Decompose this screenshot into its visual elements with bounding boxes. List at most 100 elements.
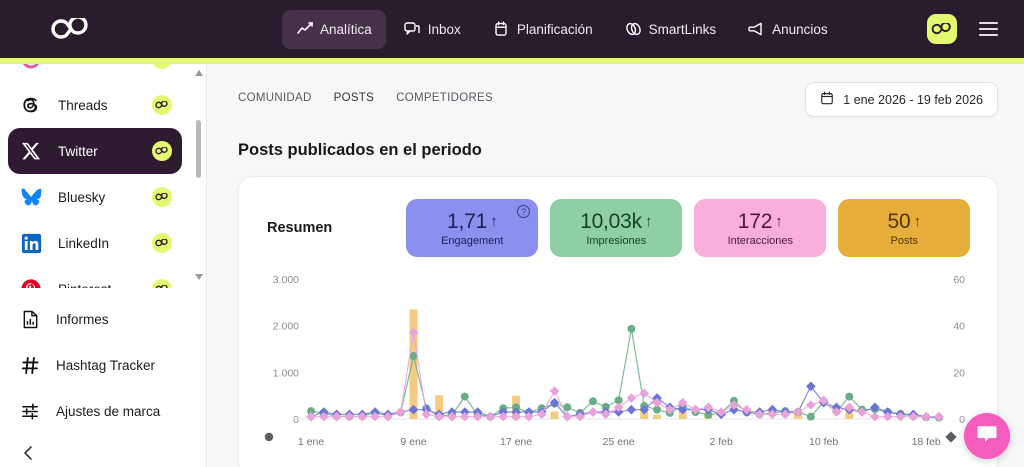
sidebar-item-twitter[interactable]: Twitter (8, 128, 182, 174)
chat-support-button[interactable] (964, 413, 1010, 459)
data-point (613, 402, 624, 413)
sidebar-item-linkedin[interactable]: LinkedIn (8, 220, 182, 266)
sidebar-item-label: Ajustes de marca (56, 403, 161, 419)
kpi-label: Impresiones (586, 234, 647, 247)
data-point (806, 412, 815, 421)
data-point (626, 404, 637, 415)
link-rings-icon (625, 21, 642, 38)
nav-label: Anuncios (772, 21, 828, 37)
sidebar-collapse-button[interactable] (0, 440, 206, 467)
sidebar-item-threads[interactable]: Threads (8, 82, 182, 128)
trend-up-icon: ↑ (775, 213, 783, 230)
chat-bubble-icon (976, 424, 998, 449)
chart-bar (409, 309, 418, 419)
help-icon[interactable]: ? (517, 205, 531, 218)
account-badge-dot (152, 279, 172, 288)
sidebar-item-informes[interactable]: Informes (0, 296, 206, 342)
main-content: COMUNIDAD POSTS COMPETIDORES 1 ene 2026 … (207, 64, 1024, 467)
nav-item-anuncios[interactable]: Anuncios (734, 10, 842, 49)
y-axis-left-tick: 1.000 (273, 367, 299, 379)
account-badge-dot (152, 141, 172, 161)
sliders-icon (18, 402, 42, 421)
clipped-top-icon (18, 64, 44, 72)
sidebar-item-clipped-top[interactable] (8, 64, 182, 82)
y-axis-right-tick: 60 (953, 274, 965, 286)
social-accounts-list: Threads Twitter (0, 64, 190, 288)
data-point (857, 407, 867, 417)
data-point (831, 407, 842, 417)
data-point (703, 402, 714, 413)
data-point (307, 407, 315, 416)
date-range-picker[interactable]: 1 ene 2026 - 19 feb 2026 (805, 82, 998, 117)
data-point (754, 409, 765, 420)
nav-item-analitica[interactable]: Analítica (282, 9, 386, 49)
data-point (780, 409, 791, 420)
account-badge-dot (152, 187, 172, 207)
report-document-icon (18, 310, 42, 329)
nav-label: Inbox (427, 21, 461, 37)
nav-item-smartlinks[interactable]: SmartLinks (611, 10, 731, 49)
kpi-card-engagement[interactable]: 1,71 ↑ Engagement ? (406, 199, 539, 257)
threads-icon (18, 92, 44, 118)
data-point (665, 404, 675, 415)
chevron-left-icon (22, 445, 36, 466)
nav-item-inbox[interactable]: Inbox (390, 10, 475, 49)
nav-label: Planificación (516, 21, 593, 37)
x-axis-tick: 9 ene (400, 436, 426, 448)
scroll-up-arrow-icon[interactable] (195, 70, 203, 76)
chart-bar (678, 411, 687, 419)
kpi-card-posts[interactable]: 50 ↑ Posts (838, 199, 971, 257)
series-line (311, 332, 939, 418)
nav-item-planificacion[interactable]: Planificación (479, 10, 607, 49)
header-right-actions (927, 0, 1002, 58)
tab-comunidad[interactable]: COMUNIDAD (238, 92, 312, 104)
data-point (870, 402, 880, 413)
data-point (498, 411, 509, 422)
data-point (588, 397, 597, 406)
sidebar-item-bluesky[interactable]: Bluesky (8, 174, 182, 220)
data-point (704, 410, 713, 419)
sidebar-item-ajustes-de-marca[interactable]: Ajustes de marca (0, 388, 206, 434)
x-axis-tick: 2 feb (709, 436, 733, 448)
data-point (588, 407, 598, 417)
sidebar-item-label: Informes (56, 311, 109, 327)
infinity-logo[interactable] (48, 14, 94, 44)
data-point (357, 411, 368, 422)
hamburger-icon[interactable] (975, 18, 1002, 40)
social-accounts-scroll[interactable]: Threads Twitter (0, 64, 206, 288)
data-point (767, 409, 778, 420)
data-point (793, 407, 803, 417)
page-title: Posts publicados en el periodo (238, 141, 482, 159)
data-point (575, 411, 585, 422)
data-point (459, 411, 470, 422)
x-axis-tick: 10 feb (809, 436, 838, 448)
left-axis-legend-marker (264, 432, 274, 442)
y-axis-left-tick: 0 (293, 414, 299, 426)
data-point (934, 411, 944, 422)
trend-up-icon: ↑ (644, 213, 653, 230)
data-point (818, 395, 829, 406)
kpi-label: Engagement (441, 234, 504, 247)
kpi-value: 50 (887, 209, 911, 233)
y-axis-left-tick: 3.000 (273, 274, 299, 286)
tab-posts[interactable]: POSTS (333, 92, 375, 104)
date-range-value: 1 ene 2026 - 19 feb 2026 (843, 92, 983, 107)
tab-competidores[interactable]: COMPETIDORES (396, 92, 493, 104)
kpi-value: 172 (737, 209, 773, 233)
account-badge[interactable] (927, 14, 957, 44)
sidebar-item-hashtag-tracker[interactable]: Hashtag Tracker (0, 342, 206, 388)
kpi-card-impresiones[interactable]: 10,03k ↑ Impresiones (550, 199, 683, 257)
analytics-chart[interactable]: 0 1.000 2.000 3.000 0 20 40 60 1 ene 9 ene 17 ene 2… (239, 271, 997, 461)
sidebar-item-pinterest[interactable]: Pinterest (8, 266, 182, 288)
panel-title: Resumen (267, 220, 333, 236)
scrollbar-thumb[interactable] (196, 120, 201, 178)
kpi-card-interacciones[interactable]: 172 ↑ Interacciones (694, 199, 827, 257)
data-point (472, 411, 483, 422)
data-point (844, 402, 855, 413)
kpi-label: Interacciones (727, 234, 793, 247)
sidebar-scrollbar[interactable] (195, 70, 203, 280)
sidebar: Threads Twitter (0, 64, 207, 467)
inbox-chat-icon (404, 21, 421, 38)
scroll-down-arrow-icon[interactable] (195, 274, 203, 280)
data-point (652, 397, 662, 408)
